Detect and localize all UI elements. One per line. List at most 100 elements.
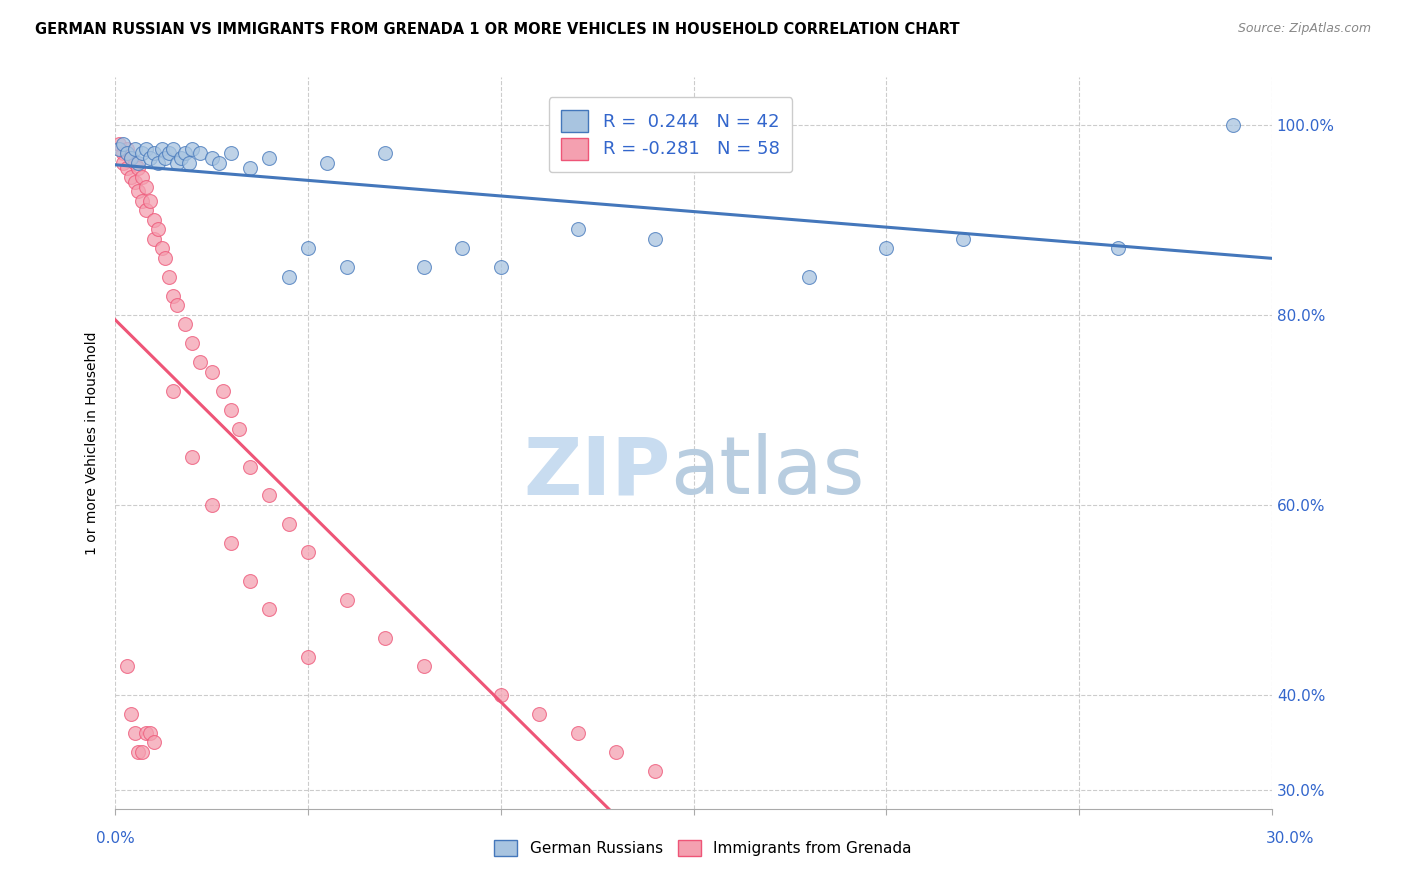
Point	[131, 745, 153, 759]
Point	[173, 146, 195, 161]
Point	[146, 222, 169, 236]
Point	[208, 156, 231, 170]
Point	[139, 151, 162, 165]
Point	[188, 355, 211, 369]
Point	[239, 161, 262, 175]
Point	[142, 213, 165, 227]
Legend: German Russians, Immigrants from Grenada: German Russians, Immigrants from Grenada	[488, 834, 918, 862]
Point	[212, 384, 235, 398]
Point	[135, 142, 157, 156]
Point	[124, 142, 146, 156]
Point	[799, 269, 821, 284]
Point	[120, 151, 142, 165]
Point	[111, 136, 134, 151]
Point	[228, 422, 250, 436]
Point	[139, 726, 162, 740]
Text: atlas: atlas	[671, 434, 865, 511]
Point	[142, 146, 165, 161]
Point	[127, 156, 149, 170]
Point	[605, 745, 627, 759]
Point	[239, 460, 262, 475]
Point	[135, 726, 157, 740]
Point	[489, 688, 512, 702]
Point	[157, 146, 180, 161]
Point	[188, 146, 211, 161]
Point	[124, 175, 146, 189]
Point	[150, 142, 173, 156]
Point	[108, 136, 131, 151]
Point	[139, 194, 162, 208]
Point	[297, 545, 319, 559]
Point	[529, 706, 551, 721]
Point	[127, 745, 149, 759]
Point	[124, 156, 146, 170]
Text: Source: ZipAtlas.com: Source: ZipAtlas.com	[1237, 22, 1371, 36]
Point	[111, 156, 134, 170]
Point	[374, 146, 396, 161]
Point	[1222, 118, 1244, 132]
Point	[336, 260, 359, 275]
Point	[157, 269, 180, 284]
Point	[173, 318, 195, 332]
Text: 30.0%: 30.0%	[1267, 831, 1315, 846]
Point	[146, 156, 169, 170]
Point	[170, 151, 193, 165]
Y-axis label: 1 or more Vehicles in Household: 1 or more Vehicles in Household	[86, 332, 100, 555]
Legend: R =  0.244   N = 42, R = -0.281   N = 58: R = 0.244 N = 42, R = -0.281 N = 58	[548, 97, 793, 172]
Point	[115, 161, 138, 175]
Text: 0.0%: 0.0%	[96, 831, 135, 846]
Point	[259, 151, 281, 165]
Point	[181, 142, 204, 156]
Point	[297, 650, 319, 665]
Point	[489, 260, 512, 275]
Point	[135, 203, 157, 218]
Point	[219, 146, 242, 161]
Point	[412, 659, 434, 673]
Point	[875, 242, 897, 256]
Point	[201, 365, 224, 379]
Point	[644, 764, 666, 778]
Point	[259, 602, 281, 616]
Point	[131, 194, 153, 208]
Point	[277, 516, 299, 531]
Point	[135, 179, 157, 194]
Point	[239, 574, 262, 588]
Point	[277, 269, 299, 284]
Point	[219, 403, 242, 417]
Point	[644, 232, 666, 246]
Point	[115, 659, 138, 673]
Point	[115, 146, 138, 161]
Point	[297, 242, 319, 256]
Point	[219, 536, 242, 550]
Text: ZIP: ZIP	[523, 434, 671, 511]
Point	[131, 146, 153, 161]
Point	[162, 289, 184, 303]
Point	[177, 156, 200, 170]
Point	[162, 142, 184, 156]
Point	[721, 156, 744, 170]
Point	[162, 384, 184, 398]
Point	[336, 593, 359, 607]
Point	[259, 488, 281, 502]
Point	[142, 735, 165, 749]
Point	[567, 726, 589, 740]
Point	[181, 450, 204, 465]
Point	[142, 232, 165, 246]
Point	[124, 726, 146, 740]
Point	[120, 170, 142, 185]
Point	[374, 631, 396, 645]
Point	[155, 251, 177, 265]
Point	[120, 151, 142, 165]
Point	[451, 242, 474, 256]
Point	[952, 232, 974, 246]
Point	[127, 161, 149, 175]
Point	[201, 498, 224, 512]
Point	[155, 151, 177, 165]
Point	[108, 142, 131, 156]
Point	[115, 142, 138, 156]
Point	[1107, 242, 1129, 256]
Point	[111, 146, 134, 161]
Point	[120, 706, 142, 721]
Point	[127, 185, 149, 199]
Point	[412, 260, 434, 275]
